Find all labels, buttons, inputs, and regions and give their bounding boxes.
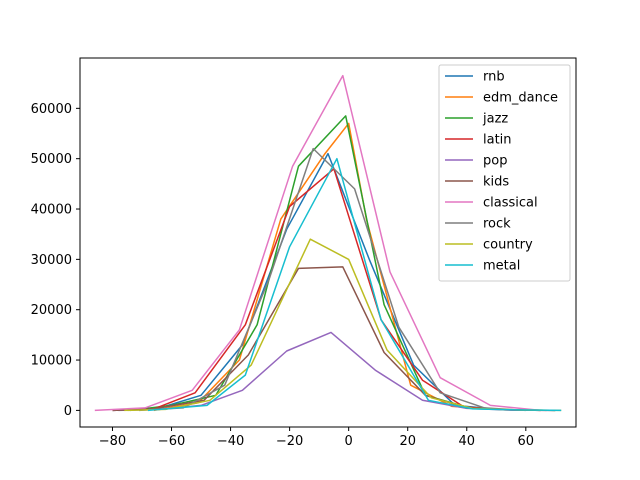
series-line-rock [138,147,526,412]
x-tick-label: −20 [276,434,303,449]
y-tick-label: 20000 [31,303,72,318]
y-tick-label: 60000 [31,102,72,117]
legend-label-rnb: rnb [483,70,505,85]
legend-label-rock: rock [483,217,511,232]
plot-frame [79,57,577,428]
x-tick-label: 40 [458,434,475,449]
x-tick-label: 0 [345,434,353,449]
x-tick-label: 60 [518,434,535,449]
y-tick-label: 50000 [31,152,72,167]
x-tick-label: 20 [399,434,416,449]
y-tick-label: 10000 [31,354,72,369]
x-tick-label: −40 [217,434,244,449]
x-tick-label: −60 [158,434,185,449]
y-axis: 0 10000 20000 30000 40000 50000 60000 [31,102,80,419]
y-tick-label: 0 [64,404,72,419]
legend-label-jazz: jazz [482,112,508,127]
legend-label-pop: pop [483,154,507,169]
y-tick-label: 30000 [31,253,72,268]
x-axis: −80 −60 −40 −20 0 20 40 60 [99,427,534,449]
legend-label-classical: classical [483,196,538,211]
legend-box [438,64,571,282]
legend-label-country: country [483,238,533,253]
legend-label-edm_dance: edm_dance [483,91,558,106]
y-tick-label: 40000 [31,203,72,218]
legend-label-metal: metal [483,259,520,274]
series-line-classical [94,74,541,412]
legend-label-kids: kids [483,175,509,190]
legend-label-latin: latin [483,133,512,148]
series-layer [94,74,562,412]
series-line-metal [147,157,562,412]
x-tick-label: −80 [99,434,126,449]
